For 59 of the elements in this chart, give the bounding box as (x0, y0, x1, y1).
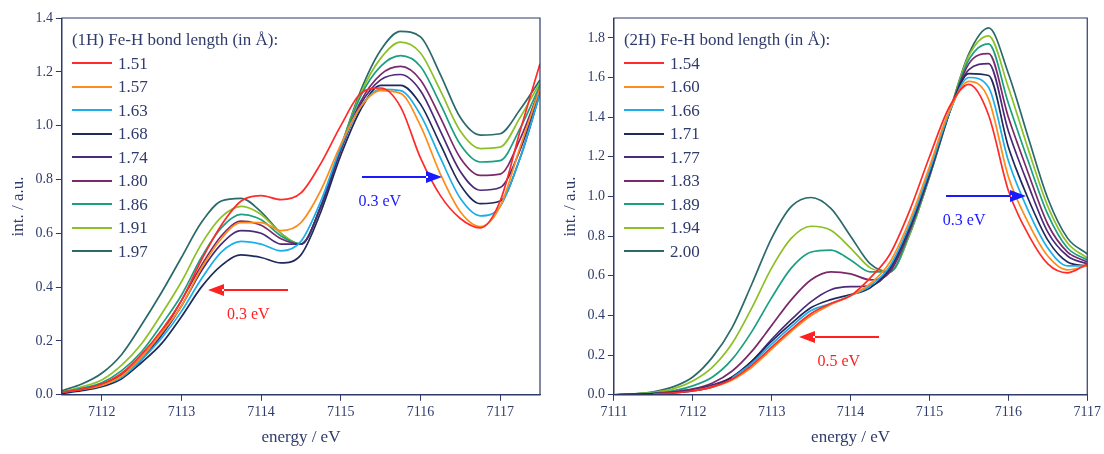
legend-label: 1.83 (669, 170, 700, 192)
y-tick-label: 1.8 (587, 29, 605, 45)
legend-label: 1.51 (117, 52, 148, 75)
x-tick-label: 7113 (757, 403, 786, 419)
legend-title: (2H) Fe-H bond length (in Å): (623, 29, 831, 51)
legend-label: 1.63 (117, 99, 148, 122)
x-tick-label: 7114 (247, 403, 275, 419)
legend-label: 1.57 (117, 76, 148, 98)
y-tick-label: 0.4 (587, 307, 605, 323)
y-tick-label: 1.2 (35, 63, 53, 79)
legend-title: (1H) Fe-H bond length (in Å): (71, 29, 279, 51)
x-tick-label: 7114 (836, 403, 865, 419)
legend-label: 1.97 (117, 240, 148, 263)
y-tick-label: 0.6 (587, 267, 605, 283)
x-tick-label: 7116 (994, 403, 1023, 419)
y-tick-label: 0.2 (587, 346, 605, 362)
x-axis-title: energy / eV (261, 427, 342, 447)
y-tick-label: 0.0 (587, 386, 605, 402)
y-axis-title: int. / a.u. (7, 176, 27, 237)
x-tick-label: 7111 (600, 403, 628, 419)
y-tick-label: 0.8 (35, 171, 53, 187)
y-tick-label: 1.4 (35, 9, 53, 25)
y-tick-label: 1.2 (587, 148, 605, 164)
x-tick-label: 7113 (167, 403, 196, 419)
x-tick-label: 7117 (486, 403, 514, 419)
y-tick-label: 0.8 (587, 227, 605, 243)
legend-label: 1.66 (669, 99, 700, 122)
x-tick-label: 7115 (915, 403, 944, 419)
y-tick-label: 0.0 (35, 386, 53, 402)
y-tick-label: 1.0 (35, 117, 53, 133)
x-tick-label: 7115 (327, 403, 355, 419)
legend-label: 1.80 (117, 170, 148, 192)
y-tick-label: 1.0 (587, 188, 605, 204)
annotation: 0.5 eV (817, 351, 861, 370)
x-axis-title: energy / eV (811, 427, 891, 447)
x-tick-label: 7117 (1073, 403, 1101, 419)
legend-label: 1.91 (117, 217, 148, 239)
y-tick-label: 0.4 (35, 278, 53, 294)
legend-label: 2.00 (669, 240, 700, 263)
legend-label: 1.54 (669, 52, 700, 75)
x-tick-label: 7112 (88, 403, 116, 419)
legend-label: 1.89 (669, 193, 700, 216)
legend-label: 1.74 (117, 146, 148, 169)
x-tick-label: 7112 (679, 403, 707, 419)
x-tick-label: 7116 (406, 403, 435, 419)
annotation: 0.3 eV (942, 210, 986, 229)
legend-label: 1.94 (669, 217, 700, 239)
y-tick-label: 1.6 (587, 69, 605, 85)
annotation: 0.3 eV (227, 304, 270, 323)
annotation: 0.3 eV (358, 191, 402, 210)
y-tick-label: 0.2 (35, 332, 53, 348)
legend-label: 1.68 (117, 123, 148, 145)
legend-label: 1.60 (669, 76, 700, 98)
legend-label: 1.71 (669, 123, 700, 145)
legend-label: 1.86 (117, 193, 148, 216)
legend-label: 1.77 (669, 146, 700, 169)
y-tick-label: 1.4 (587, 108, 605, 124)
y-tick-label: 0.6 (35, 224, 53, 240)
y-axis-title: int. / a.u. (559, 176, 579, 237)
